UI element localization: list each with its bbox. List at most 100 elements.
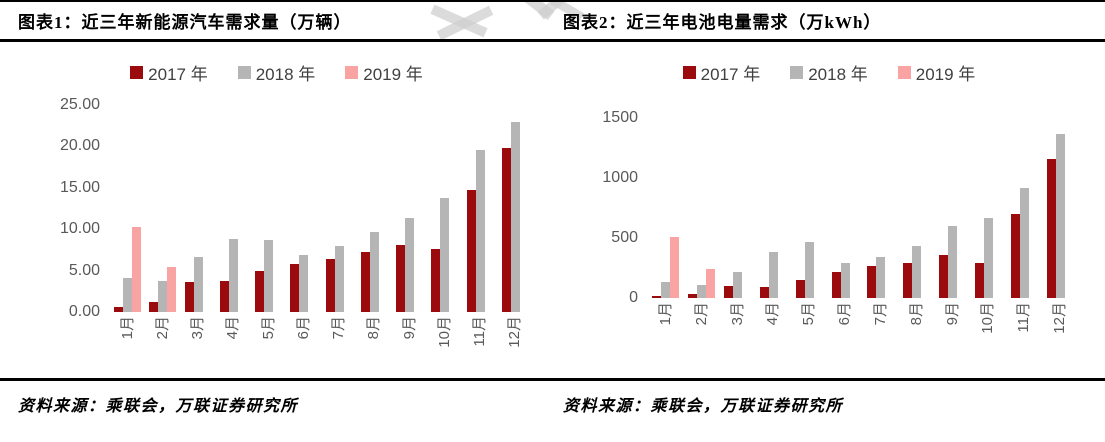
bar-2018年-8月 <box>369 231 379 312</box>
x-tick-9月: 9月 <box>935 298 971 358</box>
bar-2017年-12月 <box>1046 159 1056 298</box>
bar-2018年-2月 <box>697 284 707 298</box>
legend-swatch <box>345 65 359 79</box>
x-tick-label: 4月 <box>224 316 242 340</box>
bar-group-11月 <box>463 105 498 312</box>
bar-group-4月 <box>755 118 791 298</box>
y-tick-label: 15.00 <box>59 178 100 196</box>
x-tick-label: 9月 <box>943 302 961 326</box>
x-tick-label: 1月 <box>656 302 674 326</box>
x-tick-label: 8月 <box>907 302 925 326</box>
x-tick-label: 3月 <box>728 302 746 326</box>
legend-label: 2018 年 <box>808 64 868 84</box>
chart1-y-axis: 0.00 5.00 10.00 15.00 20.00 25.00 <box>0 96 110 320</box>
legend-swatch <box>237 65 251 79</box>
bar-2018年-1月 <box>123 278 133 312</box>
x-tick-6月: 6月 <box>827 298 863 358</box>
x-tick-label: 2月 <box>692 302 710 326</box>
y-tick-label: 0.00 <box>68 303 100 320</box>
x-tick-5月: 5月 <box>791 298 827 358</box>
bar-group-2月 <box>145 105 180 312</box>
chart1-x-axis: 1月 2月 3月 4月 5月 6月 7月 8月 9月 10月 11月 12月 <box>110 312 533 372</box>
bar-group-6月 <box>286 105 321 312</box>
bar-2018年-4月 <box>228 239 238 312</box>
x-tick-label: 12月 <box>506 316 524 348</box>
bar-2019年-2月 <box>706 269 716 298</box>
x-tick-11月: 11月 <box>1006 298 1042 358</box>
chart1-legend: 2017 年 2018 年 2019 年 <box>0 60 553 84</box>
chart1-bars <box>110 105 533 312</box>
legend-label: 2018 年 <box>255 64 316 84</box>
x-tick-8月: 8月 <box>357 312 392 372</box>
x-tick-label: 1月 <box>118 316 136 340</box>
bar-2018年-8月 <box>912 246 922 298</box>
bar-group-5月 <box>791 118 827 298</box>
bar-2017年-1月 <box>652 296 662 298</box>
y-tick-label: 0 <box>629 289 638 306</box>
x-tick-3月: 3月 <box>720 298 756 358</box>
bar-2017年-1月 <box>114 307 124 312</box>
bar-2017年-11月 <box>466 190 476 312</box>
x-tick-9月: 9月 <box>392 312 427 372</box>
bar-2017年-8月 <box>360 252 370 312</box>
y-tick-label: 1500 <box>602 109 638 126</box>
legend-item: 2019 年 <box>345 60 423 85</box>
bar-group-8月 <box>899 118 935 298</box>
x-tick-2月: 2月 <box>145 312 180 372</box>
x-tick-4月: 4月 <box>216 312 251 372</box>
x-tick-label: 5月 <box>259 316 277 340</box>
bar-group-11月 <box>1006 118 1042 298</box>
legend-item: 2018 年 <box>237 60 316 85</box>
x-tick-label: 7月 <box>330 316 348 340</box>
bar-group-9月 <box>935 118 971 298</box>
bar-group-6月 <box>827 118 863 298</box>
x-tick-label: 5月 <box>800 302 818 326</box>
bar-2017年-5月 <box>255 271 265 312</box>
legend-label: 2017 年 <box>700 64 761 84</box>
x-tick-12月: 12月 <box>1042 298 1078 358</box>
x-tick-1月: 1月 <box>648 298 684 358</box>
legend-swatch <box>682 65 696 79</box>
x-tick-label: 11月 <box>1015 302 1033 333</box>
legend-label: 2019 年 <box>363 64 423 84</box>
legend-swatch <box>897 65 911 79</box>
bar-2017年-10月 <box>974 263 984 298</box>
bar-2018年-10月 <box>983 217 993 298</box>
bar-group-9月 <box>392 105 427 312</box>
y-tick-label: 25.00 <box>59 96 100 113</box>
bar-group-12月 <box>1042 118 1078 298</box>
legend-item: 2017 年 <box>130 60 208 85</box>
bar-2017年-6月 <box>290 263 300 312</box>
bar-group-4月 <box>216 105 251 312</box>
bar-2019年-2月 <box>167 267 177 312</box>
chart1-panel: 2017 年 2018 年 2019 年 0.00 5.00 10.00 15.00 20.… <box>0 42 553 378</box>
x-tick-6月: 6月 <box>286 312 321 372</box>
bar-group-2月 <box>684 118 720 298</box>
bar-2017年-10月 <box>431 249 441 312</box>
legend-swatch <box>790 65 804 79</box>
bar-2017年-8月 <box>903 263 913 298</box>
bar-group-5月 <box>251 105 286 312</box>
chart2-y-axis: 0 500 1000 1500 <box>553 109 648 306</box>
y-tick-label: 5.00 <box>68 261 100 279</box>
y-tick-label: 1000 <box>602 169 638 186</box>
x-tick-label: 6月 <box>836 302 854 326</box>
bar-group-12月 <box>498 105 533 312</box>
x-tick-11月: 11月 <box>463 312 498 372</box>
bar-group-1月 <box>648 118 684 298</box>
legend-swatch <box>130 65 144 79</box>
x-tick-label: 7月 <box>871 302 889 326</box>
bar-2018年-9月 <box>405 218 415 312</box>
x-tick-2月: 2月 <box>684 298 720 358</box>
bar-2017年-6月 <box>831 272 841 298</box>
chart1-source: 资料来源：乘联会，万联证券研究所 <box>18 398 299 415</box>
legend-label: 2017 年 <box>148 64 208 84</box>
x-tick-label: 3月 <box>189 316 207 340</box>
bar-2017年-4月 <box>759 287 769 298</box>
bar-2018年-2月 <box>158 280 168 312</box>
legend-label: 2019 年 <box>915 64 976 84</box>
chart2-panel: 2017 年 2018 年 2019 年 0 500 1000 1500 1月 2月 3月 4月… <box>553 42 1105 378</box>
x-tick-label: 2月 <box>153 316 171 340</box>
x-tick-1月: 1月 <box>110 312 145 372</box>
